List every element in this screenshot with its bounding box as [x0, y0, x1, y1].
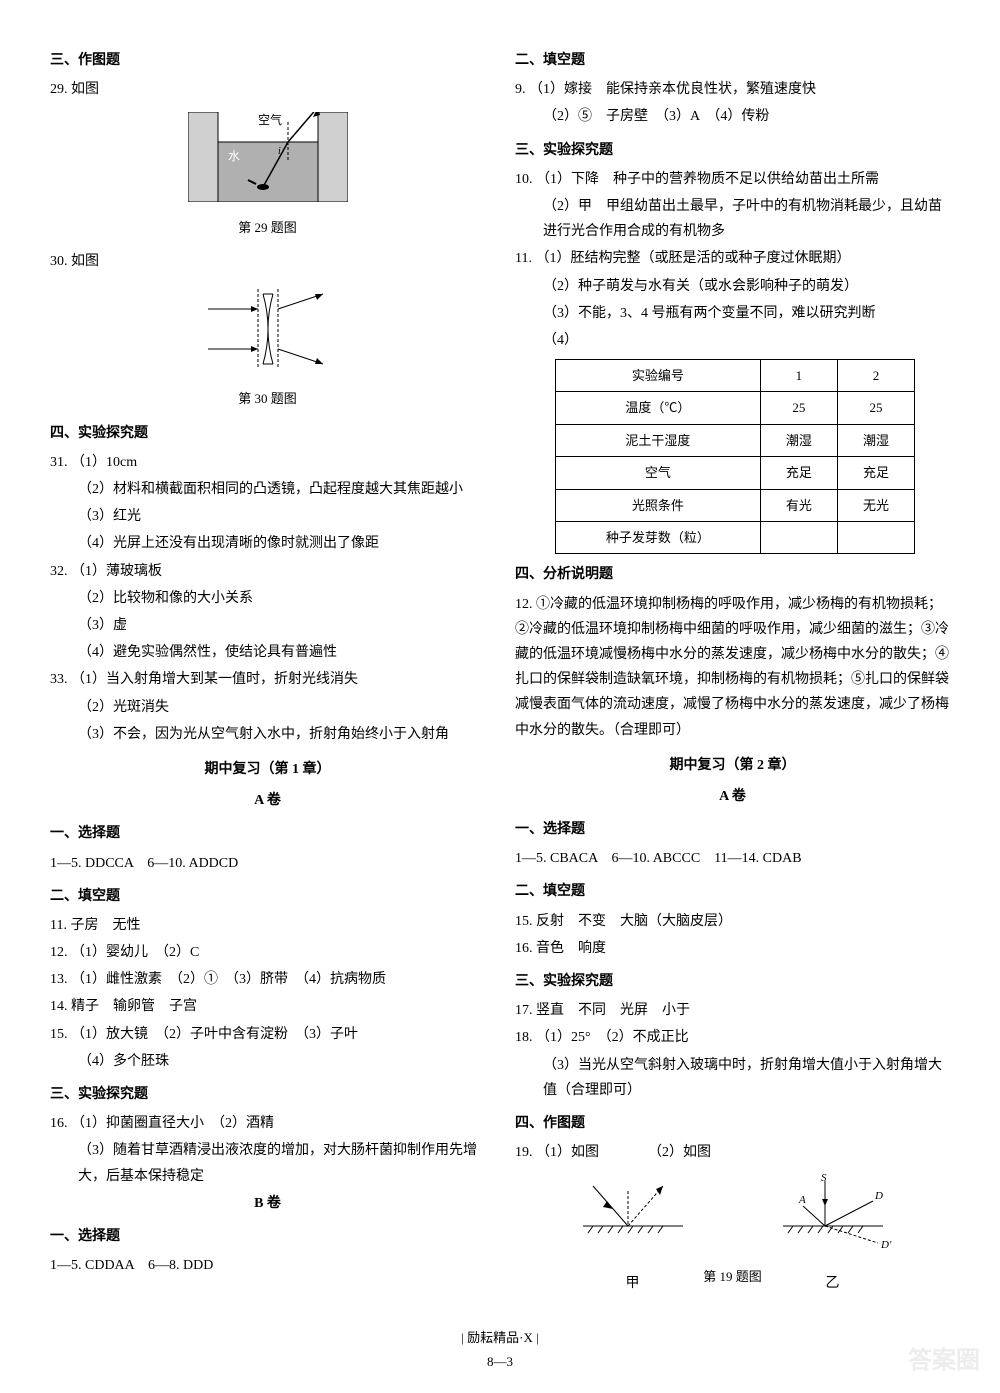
answer-line: （2）种子萌发与水有关（或水会影响种子的萌发）	[543, 274, 950, 299]
answer-line: 12. （1）婴幼儿 （2）C	[50, 940, 485, 965]
answer-line: （2）比较物和像的大小关系	[78, 586, 485, 611]
section-title: 二、填空题	[50, 884, 485, 909]
figure-30: 第 30 题图	[50, 284, 485, 411]
footer-brand: | 励耘精品·X |	[461, 1330, 538, 1345]
answer-line: 15. 反射 不变 大脑（大脑皮层）	[515, 909, 950, 934]
svg-text:S: S	[821, 1172, 827, 1184]
right-column: 二、填空题 9. （1）嫁接 能保持亲本优良性状，繁殖速度快 （2）⑤ 子房壁 …	[515, 40, 950, 1289]
table-cell: 潮湿	[837, 424, 914, 456]
answer-line: 16. 音色 响度	[515, 936, 950, 961]
watermark: 答案圈	[908, 1340, 980, 1383]
paper-label: B 卷	[50, 1191, 485, 1216]
svg-text:水: 水	[228, 149, 240, 163]
section-title: 三、实验探究题	[515, 138, 950, 163]
table-cell: 充足	[837, 457, 914, 489]
section-title: 四、分析说明题	[515, 562, 950, 587]
answer-line: 1—5. CBACA 6—10. ABCCC 11—14. CDAB	[515, 846, 950, 871]
answer-line: （2）甲 甲组幼苗出土最早，子叶中的有机物消耗最少，且幼苗进行光合作用合成的有机…	[543, 194, 950, 244]
question-31: 31. （1）10cm	[50, 450, 485, 475]
table-cell: 光照条件	[556, 489, 761, 521]
answer-line: （2）⑤ 子房壁 （3）A （4）传粉	[543, 104, 950, 129]
midterm-title: 期中复习（第 2 章）	[515, 753, 950, 778]
section-title: 四、作图题	[515, 1111, 950, 1136]
answer-line: （2）材料和横截面积相同的凸透镜，凸起程度越大其焦距越小	[78, 477, 485, 502]
section-title: 二、填空题	[515, 48, 950, 73]
section-title: 四、实验探究题	[50, 421, 485, 446]
svg-text:A: A	[798, 1194, 806, 1206]
section-title: 三、实验探究题	[515, 969, 950, 994]
answer-line: （4）避免实验偶然性，使结论具有普遍性	[78, 640, 485, 665]
table-cell: 种子发芽数（粒）	[556, 522, 761, 554]
answer-line: 1—5. CDDAA 6—8. DDD	[50, 1253, 485, 1278]
question-11: 11. （1）胚结构完整（或胚是活的或种子度过休眠期）	[515, 246, 950, 271]
midterm-title: 期中复习（第 1 章）	[50, 757, 485, 782]
figure-30-label: 第 30 题图	[50, 387, 485, 410]
question-29: 29. 如图	[50, 77, 485, 102]
question-19: 19. （1）如图 （2）如图	[515, 1140, 950, 1165]
answer-line: （4）光屏上还没有出现清晰的像时就测出了像距	[78, 531, 485, 556]
answer-line: （3）虚	[78, 613, 485, 638]
answer-line: （4）	[543, 328, 950, 353]
figure-label-yi: 乙	[763, 1271, 903, 1296]
svg-text:D': D'	[880, 1239, 892, 1251]
table-cell: 泥土干湿度	[556, 424, 761, 456]
paper-label: A 卷	[50, 788, 485, 813]
paper-label: A 卷	[515, 784, 950, 809]
figure-label-jia: 甲	[563, 1271, 703, 1296]
table-cell: 潮湿	[760, 424, 837, 456]
answer-line: （4）多个胚珠	[78, 1049, 485, 1074]
question-9: 9. （1）嫁接 能保持亲本优良性状，繁殖速度快	[515, 77, 950, 102]
answer-line: （3）不会，因为光从空气射入水中，折射角始终小于入射角	[78, 722, 485, 747]
question-16: 16. （1）抑菌圈直径大小 （2）酒精	[50, 1111, 485, 1136]
question-32: 32. （1）薄玻璃板	[50, 559, 485, 584]
answer-line: （3）当光从空气斜射入玻璃中时，折射角增大值小于入射角增大值（合理即可）	[543, 1053, 950, 1103]
question-30: 30. 如图	[50, 249, 485, 274]
question-12: 12. ①冷藏的低温环境抑制杨梅的呼吸作用，减少杨梅的有机物损耗；②冷藏的低温环…	[515, 592, 950, 743]
question-10: 10. （1）下降 种子中的营养物质不足以供给幼苗出土所需	[515, 167, 950, 192]
left-column: 三、作图题 29. 如图 空气 水 i 第 29 题图 30. 如图	[50, 40, 485, 1289]
figure-29-label: 第 29 题图	[50, 216, 485, 239]
figure-19: 甲 S A D	[515, 1171, 950, 1261]
svg-text:i: i	[278, 146, 281, 157]
table-cell: 充足	[760, 457, 837, 489]
section-title: 一、选择题	[50, 1224, 485, 1249]
answer-line: 1—5. DDCCA 6—10. ADDCD	[50, 851, 485, 876]
table-cell: 有光	[760, 489, 837, 521]
table-cell: 25	[760, 392, 837, 424]
section-title: 二、填空题	[515, 879, 950, 904]
svg-text:空气: 空气	[258, 112, 282, 127]
experiment-table: 实验编号12温度（℃）2525泥土干湿度潮湿潮湿空气充足充足光照条件有光无光种子…	[555, 359, 915, 554]
answer-line: 13. （1）雌性激素 （2）① （3）脐带 （4）抗病物质	[50, 967, 485, 992]
table-cell: 无光	[837, 489, 914, 521]
question-18: 18. （1）25° （2）不成正比	[515, 1025, 950, 1050]
table-cell	[760, 522, 837, 554]
footer-page: 8—3	[487, 1354, 513, 1369]
table-cell: 2	[837, 360, 914, 392]
section-title: 一、选择题	[50, 821, 485, 846]
answer-line: 17. 竖直 不同 光屏 小于	[515, 998, 950, 1023]
answer-line: 15. （1）放大镜 （2）子叶中含有淀粉 （3）子叶	[50, 1022, 485, 1047]
answer-line: （3）红光	[78, 504, 485, 529]
answer-line: 11. 子房 无性	[50, 913, 485, 938]
table-cell: 温度（℃）	[556, 392, 761, 424]
table-cell: 空气	[556, 457, 761, 489]
section-title: 一、选择题	[515, 817, 950, 842]
page-footer: | 励耘精品·X | 8—3	[0, 1326, 1000, 1373]
section-title: 三、实验探究题	[50, 1082, 485, 1107]
table-cell	[837, 522, 914, 554]
table-cell: 实验编号	[556, 360, 761, 392]
table-cell: 1	[760, 360, 837, 392]
section-title: 三、作图题	[50, 48, 485, 73]
figure-29: 空气 水 i 第 29 题图	[50, 112, 485, 239]
svg-text:D: D	[874, 1190, 883, 1202]
question-33: 33. （1）当入射角增大到某一值时，折射光线消失	[50, 667, 485, 692]
answer-line: （3）随着甘草酒精浸出液浓度的增加，对大肠杆菌抑制作用先增大，后基本保持稳定	[78, 1138, 485, 1188]
answer-line: （2）光斑消失	[78, 695, 485, 720]
answer-line: 14. 精子 输卵管 子宫	[50, 994, 485, 1019]
table-cell: 25	[837, 392, 914, 424]
answer-line: （3）不能，3、4 号瓶有两个变量不同，难以研究判断	[543, 301, 950, 326]
